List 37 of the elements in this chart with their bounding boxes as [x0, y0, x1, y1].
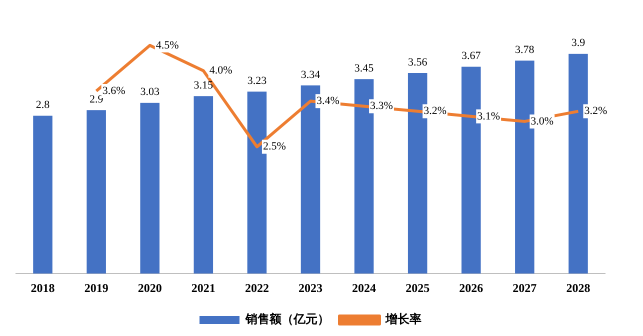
- data-label: 3.34: [300, 68, 321, 81]
- data-label: 3.15: [194, 79, 214, 92]
- data-label: 4.5%: [156, 39, 179, 52]
- data-label: 3.56: [408, 56, 428, 68]
- legend-label: 增长率: [384, 312, 422, 326]
- x-tick-label: 2025: [406, 280, 430, 295]
- data-label: 2.5%: [262, 140, 286, 153]
- data-label: 3.2%: [584, 105, 608, 118]
- x-tick-label: 2019: [84, 280, 108, 295]
- bar: [140, 102, 160, 274]
- data-label: 3.9: [571, 37, 586, 50]
- data-label: 3.45: [354, 62, 374, 75]
- x-tick-label: 2020: [138, 280, 162, 295]
- x-tick-label: 2027: [512, 280, 537, 295]
- x-tick-label: 2024: [352, 280, 376, 295]
- data-label: 3.2%: [424, 105, 447, 118]
- data-label: 3.4%: [316, 95, 340, 108]
- x-tick-label: 2026: [459, 280, 484, 295]
- data-label: 3.78: [515, 44, 535, 56]
- data-label: 2.8: [36, 99, 50, 112]
- data-label: 3.03: [140, 86, 160, 98]
- x-tick-label: 2021: [191, 280, 216, 295]
- bar: [194, 96, 214, 274]
- data-label: 3.67: [462, 50, 482, 62]
- data-label: 3.0%: [530, 115, 554, 128]
- data-label: 3.3%: [370, 100, 393, 112]
- x-tick-label: 2028: [566, 280, 590, 295]
- bar: [33, 116, 52, 274]
- x-tick-label: 2023: [298, 280, 322, 295]
- data-label: 3.23: [247, 74, 268, 87]
- x-tick-label: 2018: [30, 280, 55, 295]
- legend-label: 销售额（亿元）: [244, 312, 330, 326]
- data-label: 3.6%: [102, 84, 126, 97]
- x-tick-label: 2022: [244, 280, 269, 295]
- data-label: 3.1%: [477, 110, 500, 122]
- bar: [86, 110, 106, 274]
- data-label: 4.0%: [209, 64, 232, 77]
